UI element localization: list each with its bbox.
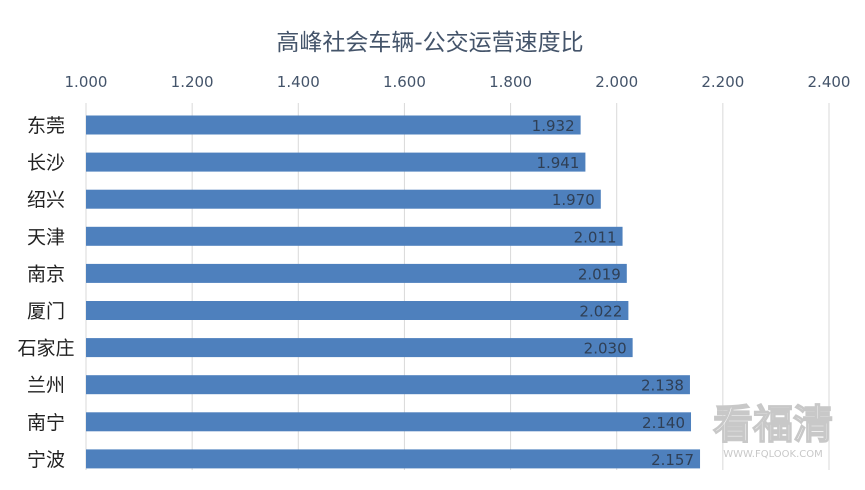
bar xyxy=(86,338,633,358)
category-label: 长沙 xyxy=(27,152,65,174)
category-label: 石家庄 xyxy=(17,338,74,360)
x-tick-label: 1.200 xyxy=(171,73,214,91)
bar xyxy=(86,263,627,283)
data-label: 2.030 xyxy=(584,340,627,358)
x-tick-label: 2.200 xyxy=(701,73,744,91)
bar xyxy=(86,449,701,469)
x-tick-label: 1.000 xyxy=(65,73,108,91)
chart-title: 高峰社会车辆-公交运营速度比 xyxy=(276,30,583,56)
data-label: 2.019 xyxy=(578,265,621,283)
x-tick-label: 1.600 xyxy=(383,73,426,91)
data-label: 2.138 xyxy=(641,377,684,395)
x-tick-label: 1.400 xyxy=(277,73,320,91)
bar xyxy=(86,152,586,172)
category-label: 兰州 xyxy=(27,375,65,397)
data-label: 1.932 xyxy=(532,117,575,135)
watermark-text: 看福清 xyxy=(713,402,833,448)
bar xyxy=(86,189,601,209)
data-label: 2.022 xyxy=(579,303,622,321)
category-label: 绍兴 xyxy=(27,189,65,211)
x-tick-label: 2.000 xyxy=(595,73,638,91)
category-label: 南京 xyxy=(27,263,65,285)
data-label: 2.157 xyxy=(651,451,694,469)
data-label: 2.140 xyxy=(642,414,685,432)
category-label: 南宁 xyxy=(27,412,65,434)
x-tick-label: 2.400 xyxy=(808,73,851,91)
data-label: 1.941 xyxy=(536,154,579,172)
bar xyxy=(86,375,690,395)
bar xyxy=(86,301,629,320)
bar xyxy=(86,412,692,432)
category-label: 厦门 xyxy=(27,301,65,323)
bar xyxy=(86,115,581,135)
watermark-logo: 看福清 WWW.FQLOOK.COM xyxy=(712,401,833,460)
category-label: 东莞 xyxy=(27,115,65,137)
watermark-url: WWW.FQLOOK.COM xyxy=(723,449,823,460)
data-label: 2.011 xyxy=(574,228,617,246)
category-label: 宁波 xyxy=(27,449,65,471)
bar xyxy=(86,226,623,246)
bars xyxy=(86,115,701,469)
x-axis-ticks: 1.000 1.200 1.400 1.600 1.800 2.000 2.200 2.400 xyxy=(65,73,851,91)
x-tick-label: 1.800 xyxy=(489,73,532,91)
data-label: 1.970 xyxy=(552,191,595,209)
value-labels: 1.932 1.941 1.970 2.011 2.019 2.022 2.030 2.138… xyxy=(532,117,694,469)
category-label: 天津 xyxy=(27,226,65,248)
